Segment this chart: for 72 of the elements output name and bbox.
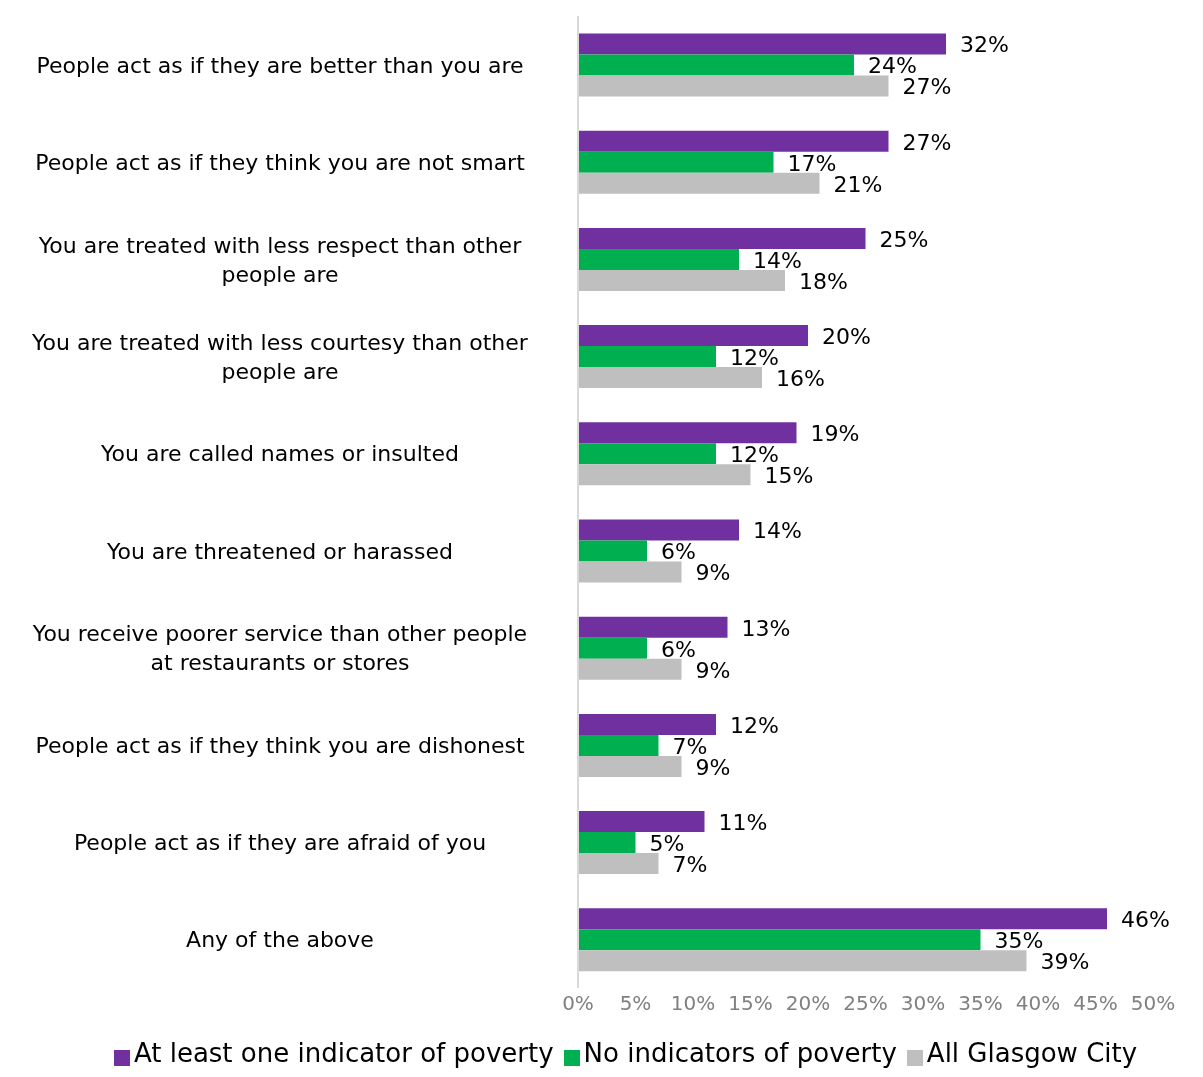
bar xyxy=(578,269,785,291)
data-label: 6% xyxy=(661,636,696,662)
bar xyxy=(578,346,716,368)
x-tick-label: 30% xyxy=(900,991,946,1016)
bar xyxy=(578,713,716,735)
bar xyxy=(578,464,751,486)
bar xyxy=(578,755,682,777)
data-label: 12% xyxy=(730,712,779,738)
x-tick-label: 50% xyxy=(1130,991,1176,1016)
data-label: 27% xyxy=(902,129,952,155)
x-tick-label: 10% xyxy=(670,991,716,1016)
bar xyxy=(578,616,728,638)
bar xyxy=(578,227,866,249)
y-tick-label: You receive poorer service than other people at restaurants or stores xyxy=(31,620,528,675)
y-tick-label: You are threatened or harassed xyxy=(105,538,454,564)
x-tick-label: 40% xyxy=(1015,991,1061,1016)
y-tick-label: People act as if they are better than you are xyxy=(36,52,524,78)
bar xyxy=(578,151,774,173)
x-tick-label: 45% xyxy=(1073,991,1118,1016)
bar xyxy=(578,75,889,97)
y-tick-label: You are treated with less respect than other people are xyxy=(37,232,523,286)
bar xyxy=(578,832,636,854)
bar xyxy=(578,540,647,562)
bar xyxy=(578,443,716,465)
y-tick-label: Any of the above xyxy=(186,926,374,952)
y-tick-label: People act as if they are afraid of you xyxy=(73,829,487,855)
bar xyxy=(578,734,659,756)
data-label: 13% xyxy=(741,615,791,641)
bar xyxy=(578,172,820,194)
bar xyxy=(578,33,946,55)
x-tick-label: 0% xyxy=(562,991,594,1016)
data-label: 32% xyxy=(960,32,1009,58)
data-label: 11% xyxy=(718,810,768,836)
x-tick-label: 5% xyxy=(619,991,652,1016)
y-tick-label: People act as if they think you are dishonest xyxy=(35,732,525,758)
bar xyxy=(578,519,739,541)
bar xyxy=(578,658,682,680)
bar xyxy=(578,54,854,76)
bar xyxy=(578,367,762,389)
bar xyxy=(578,853,659,875)
bar xyxy=(578,637,647,659)
data-label: 14% xyxy=(753,518,802,544)
data-label: 12% xyxy=(730,345,779,371)
data-label: 14% xyxy=(753,247,802,273)
data-label: 6% xyxy=(661,539,696,565)
data-label: 46% xyxy=(1121,907,1170,933)
legend-label: All Glasgow City xyxy=(926,1038,1138,1068)
bar xyxy=(578,561,682,583)
bar xyxy=(578,130,889,152)
bar xyxy=(578,950,1027,972)
data-label: 9% xyxy=(695,657,731,683)
x-tick-label: 15% xyxy=(728,991,773,1016)
x-tick-label: 25% xyxy=(843,991,888,1016)
bar xyxy=(578,811,705,833)
data-label: 16% xyxy=(776,366,825,392)
legend-label: No indicators of poverty xyxy=(583,1038,897,1068)
bar xyxy=(578,908,1107,930)
data-label: 18% xyxy=(799,268,848,294)
y-tick-label: You are treated with less courtesy than other people are xyxy=(31,329,529,384)
data-label: 9% xyxy=(695,560,731,586)
x-tick-label: 35% xyxy=(958,991,1003,1016)
bar xyxy=(578,929,981,951)
legend-label: At least one indicator of poverty xyxy=(133,1038,554,1068)
x-tick-label: 20% xyxy=(785,991,831,1016)
bar xyxy=(578,248,739,270)
bar xyxy=(578,325,808,347)
bar xyxy=(578,422,797,444)
data-label: 19% xyxy=(810,421,860,447)
y-tick-label: People act as if they think you are not smart xyxy=(35,149,526,175)
data-label: 20% xyxy=(822,324,871,350)
data-label: 25% xyxy=(879,226,929,252)
y-tick-label: You are called names or insulted xyxy=(100,440,459,466)
